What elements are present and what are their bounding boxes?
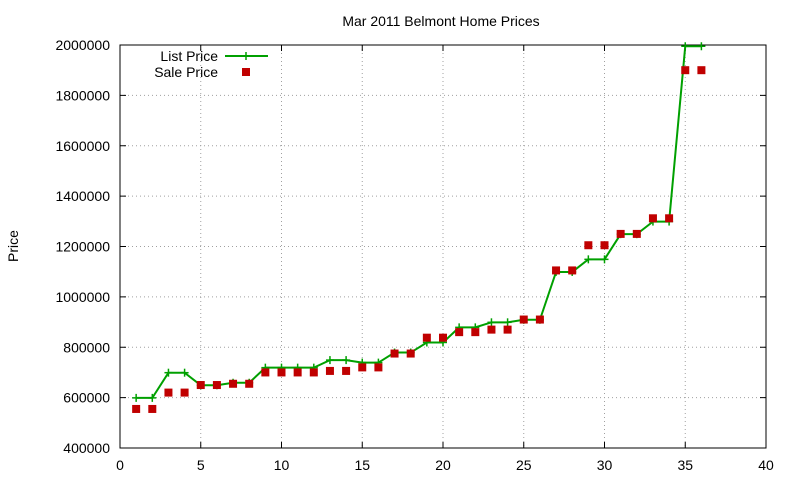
data-point-sale-price [632, 229, 641, 238]
legend-marker-sale-price [242, 68, 250, 76]
chart-title: Mar 2011 Belmont Home Prices [342, 13, 539, 29]
data-point-sale-price [584, 241, 593, 250]
legend-marker-list-price [242, 52, 250, 60]
y-tick-label: 1800000 [55, 87, 110, 103]
data-point-sale-price [374, 363, 383, 372]
data-point-sale-price [616, 229, 625, 238]
data-point-sale-price [422, 333, 431, 342]
y-axis-label: Price [5, 230, 21, 262]
x-tick-label: 40 [758, 457, 774, 473]
data-point-list-price [584, 255, 593, 264]
y-tick-label: 800000 [63, 339, 110, 355]
data-point-sale-price [439, 333, 447, 342]
data-point-list-price [600, 255, 609, 264]
data-point-list-price [697, 42, 706, 51]
x-tick-label: 25 [516, 457, 532, 473]
y-tick-label: 600000 [63, 390, 110, 406]
data-point-sale-price [503, 325, 512, 334]
data-point-sale-price [277, 368, 286, 377]
y-tick-label: 1000000 [55, 289, 110, 305]
data-point-sale-price [406, 349, 415, 358]
data-point-sale-price [196, 381, 205, 390]
x-tick-label: 10 [274, 457, 290, 473]
data-point-sale-price [148, 404, 157, 413]
data-point-list-price [681, 42, 690, 51]
data-point-sale-price [212, 381, 221, 390]
data-point-sale-price [309, 368, 318, 377]
data-point-sale-price [568, 266, 577, 275]
data-point-list-price [148, 393, 157, 402]
legend-label-sale-price: Sale Price [154, 64, 218, 80]
data-point-sale-price [665, 214, 674, 223]
x-tick-label: 20 [435, 457, 451, 473]
data-point-list-price [342, 356, 351, 365]
data-point-sale-price [600, 241, 609, 250]
series-layer [132, 42, 706, 413]
data-point-sale-price [648, 214, 657, 223]
data-point-sale-price [325, 366, 334, 375]
x-tick-label: 15 [354, 457, 370, 473]
data-point-list-price [132, 393, 141, 402]
data-point-list-price [487, 318, 496, 327]
x-tick-label: 0 [116, 457, 124, 473]
data-point-sale-price [245, 379, 254, 388]
data-point-sale-price [455, 328, 464, 337]
data-point-sale-price [132, 404, 141, 413]
axes: 0 5 10 15 20 25 30 35 40 400000 600000 800000 100000… [55, 37, 774, 473]
data-point-list-price [180, 368, 189, 377]
data-point-sale-price [261, 368, 270, 377]
x-tick-label: 35 [677, 457, 693, 473]
data-point-sale-price [390, 349, 399, 358]
y-tick-label: 1200000 [55, 239, 110, 255]
data-point-list-price [503, 318, 512, 327]
data-point-sale-price [697, 66, 706, 75]
data-point-sale-price [552, 266, 561, 275]
data-point-sale-price [535, 315, 544, 324]
data-point-sale-price [229, 379, 238, 388]
data-point-list-price [325, 356, 334, 365]
data-point-sale-price [164, 388, 173, 397]
data-point-sale-price [293, 368, 302, 377]
data-point-sale-price [180, 388, 189, 397]
data-point-list-price [164, 368, 173, 377]
data-point-sale-price [358, 363, 367, 372]
legend-label-list-price: List Price [160, 48, 218, 64]
data-point-sale-price [487, 325, 496, 334]
data-point-sale-price [681, 66, 690, 75]
y-tick-label: 2000000 [55, 37, 110, 53]
y-tick-label: 1400000 [55, 188, 110, 204]
x-tick-label: 5 [197, 457, 205, 473]
x-tick-label: 30 [597, 457, 613, 473]
y-tick-label: 1600000 [55, 138, 110, 154]
data-point-sale-price [342, 366, 351, 375]
legend: List Price Sale Price [154, 48, 268, 80]
data-point-sale-price [519, 315, 528, 324]
y-tick-label: 400000 [63, 440, 110, 456]
data-point-sale-price [471, 328, 480, 337]
